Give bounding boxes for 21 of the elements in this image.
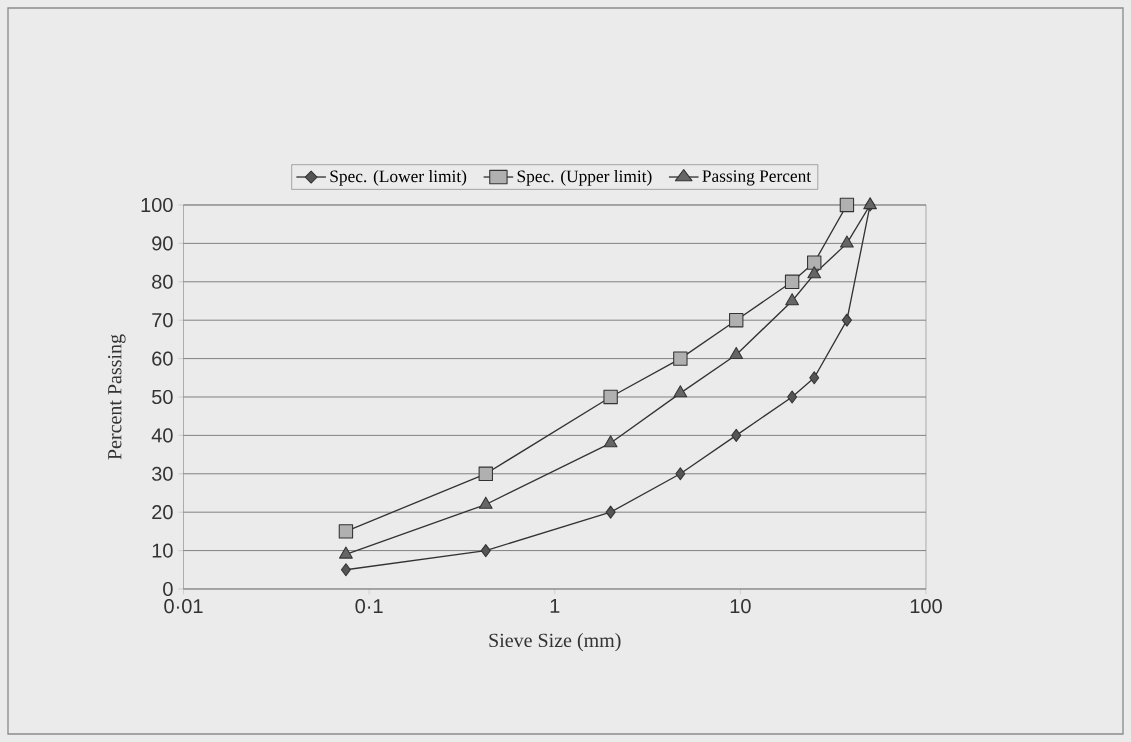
y-tick-label: 90 bbox=[152, 236, 173, 251]
legend-label: Passing Percent bbox=[702, 170, 812, 186]
legend-label: Spec. (Lower limit) bbox=[330, 170, 467, 186]
y-tick-label: 30 bbox=[151, 466, 173, 481]
legend-label: Spec. (Upper limit) bbox=[517, 170, 652, 186]
y-tick-label: 70 bbox=[152, 313, 173, 328]
y-tick-label: 100 bbox=[141, 197, 173, 213]
x-axis-title: Sieve Size (mm) bbox=[489, 633, 621, 652]
x-tick-label: 0·01 bbox=[164, 599, 203, 614]
y-tick-label: 10 bbox=[152, 543, 173, 558]
x-tick-label: 1 bbox=[550, 599, 560, 613]
y-tick-label: 60 bbox=[152, 351, 173, 366]
x-tick-label: 0·1 bbox=[355, 599, 383, 614]
y-tick-label: 40 bbox=[151, 428, 173, 443]
y-axis-title: Percent Passing bbox=[108, 334, 126, 460]
y-tick-label: 80 bbox=[152, 274, 173, 289]
y-tick-label: 0 bbox=[163, 581, 173, 597]
y-tick-label: 50 bbox=[152, 389, 173, 405]
x-tick-label: 10 bbox=[730, 599, 751, 614]
x-tick-label: 100 bbox=[910, 599, 942, 614]
y-tick-label: 20 bbox=[152, 505, 173, 520]
